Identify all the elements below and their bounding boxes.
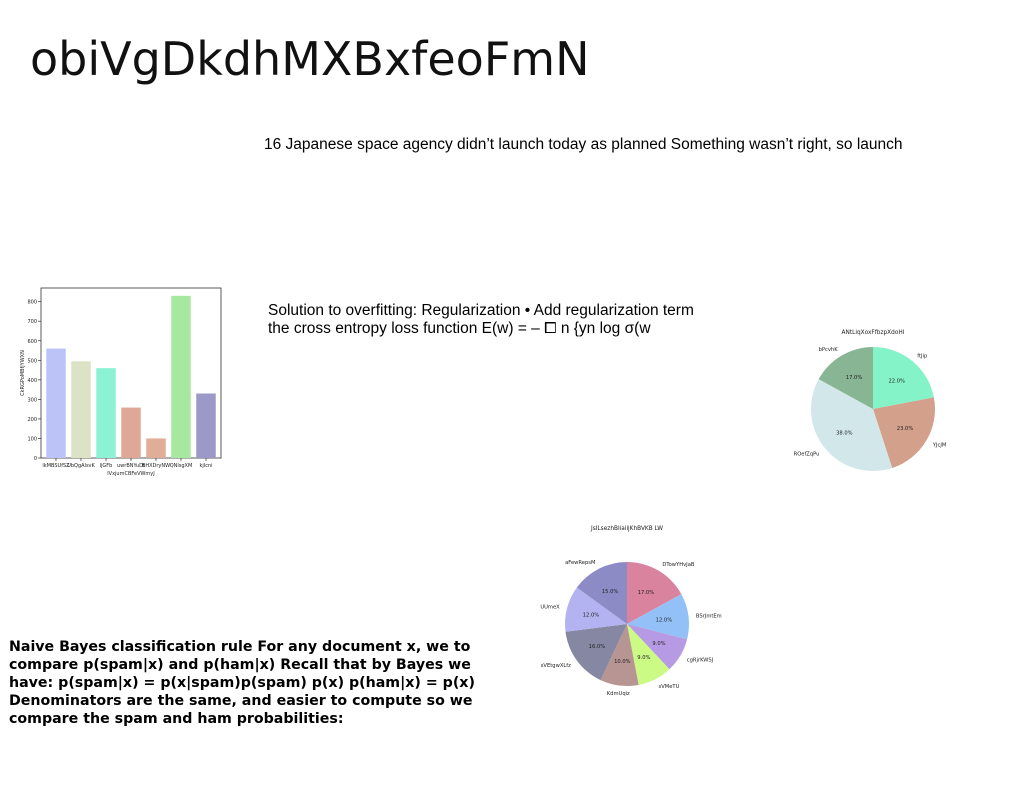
pie-slice (627, 624, 688, 670)
y-tick-label: 800 (27, 300, 37, 306)
y-tick-label: 200 (27, 417, 37, 423)
pie-chart-1: ANtLiqXoxFfbzpXdoHI 22.0% ftJip 23.0% YJcJM 3… (794, 330, 947, 471)
x-tick-label: uwrBNYuDt (117, 463, 145, 469)
x-tick-label: QNlsgXM (170, 463, 193, 469)
x-tick-label: kjIcni (199, 463, 212, 469)
pie-percent-label: 12.0% (656, 617, 673, 623)
pie-slice (818, 347, 873, 409)
pie-percent-label: 22.0% (888, 378, 905, 384)
bar (96, 368, 116, 458)
pie-title: JsILsezhBIiaiijKhBVKB LW (590, 526, 663, 532)
pie-slice (627, 594, 689, 640)
y-axis-label: CkRGPoMBfjYWXN (20, 350, 26, 396)
slide-title: obiVgDkdhMXBxfeoFmN (30, 32, 590, 86)
pie-slice (811, 379, 893, 471)
y-tick-label: 400 (27, 378, 37, 384)
x-tick-label: BHXDryNW (142, 463, 170, 469)
pie-category-label: cgRjrKWSJ (687, 657, 714, 663)
pie-percent-label: 15.0% (602, 589, 619, 595)
pie-slice (565, 587, 627, 632)
x-tick-label: ljGFb (100, 463, 113, 469)
y-tick-label: 0 (34, 456, 37, 462)
bar (146, 438, 166, 458)
y-tick-label: 700 (27, 319, 37, 325)
pie-category-label: DTowYHvJaB (662, 562, 695, 568)
pie-slice (600, 624, 639, 686)
pie-category-label: ROefZqPu (794, 451, 820, 457)
x-tick-label: lkMBSUfSZ (42, 463, 70, 469)
pie-percent-label: 17.0% (638, 590, 655, 596)
pie-slice (873, 397, 935, 468)
pie-slice (627, 624, 670, 685)
bar (71, 361, 91, 458)
pie-percent-label: 9.0% (637, 655, 650, 661)
y-tick-label: 300 (27, 397, 37, 403)
pie-percent-label: 16.0% (589, 644, 606, 650)
pie-category-label: YJcJM (932, 442, 947, 448)
pie-percent-label: 10.0% (614, 659, 631, 665)
bar (196, 393, 216, 458)
text-block-naive-bayes: Naive Bayes classification rule For any … (9, 639, 475, 727)
pie-percent-label: 17.0% (846, 375, 863, 381)
y-tick-label: 600 (27, 339, 37, 345)
pie-slice (627, 562, 682, 624)
pie-percent-label: 9.0% (652, 641, 665, 647)
bar (171, 295, 191, 458)
bar-chart: 0 100 200 300 400 500 600 700 800 lkMBSUfSZUbQgAl… (20, 287, 222, 477)
pie-category-label: UUmeX (540, 605, 560, 611)
y-tick-label: 100 (27, 436, 37, 442)
pie-category-label: sVEtgwXLfz (541, 663, 571, 669)
pie-category-label: aFewRepsM (565, 560, 595, 566)
pie-category-label: KdmUqiz (607, 691, 630, 697)
pie-percent-label: 12.0% (583, 613, 600, 619)
x-tick-label: UbQgAlsvK (67, 463, 95, 469)
x-axis-label: lVxjumCBFeVWmyJ (107, 471, 154, 477)
pie-category-label: sVMeTU (659, 684, 680, 690)
pie-percent-label: 38.0% (836, 431, 853, 437)
pie-percent-label: 23.0% (897, 426, 914, 432)
pie-slice (873, 347, 934, 409)
pie-category-label: ftJip (917, 353, 928, 359)
pie-slice (565, 624, 627, 681)
pie-chart-2: JsILsezhBIiaiijKhBVKB LW 17.0% DTowYHvJaB 1… (540, 526, 722, 697)
bar (46, 348, 66, 458)
text-block-regularization: Solution to overfitting: Regularization … (268, 302, 738, 338)
bar (121, 407, 141, 458)
regularization-line-1: Solution to overfitting: Regularization … (268, 302, 694, 319)
regularization-line-2: the cross entropy loss function E(w) = –… (268, 320, 651, 337)
text-block-launch: 16 Japanese space agency didn’t launch t… (264, 136, 903, 153)
pie-slice (576, 562, 627, 624)
pie-category-label: bPcvhK (819, 347, 839, 353)
pie-title: ANtLiqXoxFfbzpXdoHI (842, 330, 905, 336)
y-tick-label: 500 (27, 358, 37, 364)
pie-category-label: BSrJmtEm (696, 613, 722, 619)
